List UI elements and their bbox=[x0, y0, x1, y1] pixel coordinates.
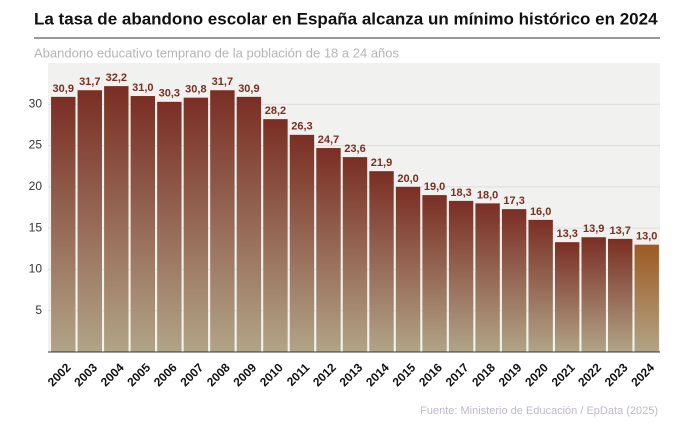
value-label: 31,7 bbox=[212, 76, 233, 88]
bar bbox=[316, 148, 341, 352]
bar bbox=[475, 203, 500, 352]
value-label: 18,3 bbox=[450, 187, 471, 199]
value-label: 26,3 bbox=[291, 121, 312, 133]
x-tick-label: 2024 bbox=[628, 360, 657, 389]
y-tick-label: 5 bbox=[35, 303, 42, 317]
bar bbox=[554, 242, 580, 352]
bar bbox=[289, 134, 315, 352]
value-label: 28,2 bbox=[265, 105, 286, 117]
y-tick-label: 30 bbox=[29, 96, 43, 110]
x-tick-label: 2018 bbox=[469, 360, 498, 389]
x-tick-label: 2003 bbox=[71, 360, 100, 389]
bar bbox=[263, 119, 288, 352]
value-label: 18,0 bbox=[477, 189, 498, 201]
x-tick-label: 2022 bbox=[575, 360, 604, 389]
y-tick-label: 10 bbox=[29, 262, 43, 276]
bar bbox=[395, 186, 421, 352]
x-tick-label: 2004 bbox=[98, 360, 127, 389]
x-tick-label: 2009 bbox=[230, 360, 259, 389]
value-label: 30,3 bbox=[159, 88, 180, 100]
value-label: 31,0 bbox=[132, 82, 153, 94]
x-tick-label: 2011 bbox=[284, 360, 313, 389]
x-tick-label: 2008 bbox=[204, 360, 233, 389]
bar bbox=[183, 97, 209, 353]
value-label: 21,9 bbox=[371, 157, 392, 169]
value-label: 32,2 bbox=[106, 72, 127, 84]
bar bbox=[77, 90, 102, 353]
value-label: 20,0 bbox=[397, 173, 418, 185]
x-tick-label: 2005 bbox=[124, 360, 153, 389]
x-tick-label: 2006 bbox=[151, 360, 180, 389]
x-tick-label: 2002 bbox=[45, 360, 74, 389]
bar bbox=[369, 171, 394, 352]
y-tick-label: 20 bbox=[29, 179, 43, 193]
value-label: 31,7 bbox=[79, 76, 100, 88]
value-label: 30,9 bbox=[53, 83, 74, 95]
x-tick-label: 2020 bbox=[522, 360, 551, 389]
bar bbox=[608, 238, 633, 352]
bar bbox=[581, 237, 606, 352]
bar bbox=[448, 200, 474, 352]
value-label: 13,7 bbox=[610, 225, 631, 237]
value-label: 13,9 bbox=[583, 223, 604, 235]
value-label: 13,3 bbox=[556, 228, 577, 240]
x-tick-label: 2013 bbox=[337, 360, 366, 389]
value-label: 24,7 bbox=[318, 134, 339, 146]
bar bbox=[104, 86, 129, 353]
value-label: 19,0 bbox=[424, 181, 445, 193]
bar bbox=[422, 195, 447, 352]
x-tick-label: 2021 bbox=[549, 360, 578, 389]
bar bbox=[236, 96, 262, 353]
x-tick-label: 2015 bbox=[390, 360, 419, 389]
value-label: 16,0 bbox=[530, 206, 551, 218]
bar bbox=[210, 90, 235, 353]
x-tick-label: 2010 bbox=[257, 360, 286, 389]
bar bbox=[501, 209, 527, 352]
x-tick-label: 2023 bbox=[602, 360, 631, 389]
subtitle: Abandono educativo temprano de la poblac… bbox=[34, 45, 400, 60]
x-tick-label: 2012 bbox=[310, 360, 339, 389]
value-label: 30,8 bbox=[185, 84, 206, 96]
bar bbox=[342, 157, 368, 352]
value-label: 13,0 bbox=[636, 231, 657, 243]
value-label: 17,3 bbox=[503, 195, 524, 207]
value-label: 23,6 bbox=[344, 143, 365, 155]
bar bbox=[157, 101, 182, 353]
y-tick-label: 25 bbox=[29, 138, 43, 152]
chart-title: La tasa de abandono escolar en España al… bbox=[34, 9, 658, 28]
value-label: 30,9 bbox=[238, 83, 259, 95]
x-tick-label: 2017 bbox=[443, 360, 472, 389]
bar bbox=[51, 96, 76, 353]
bar bbox=[130, 96, 156, 353]
x-tick-label: 2016 bbox=[416, 360, 445, 389]
x-tick-label: 2019 bbox=[496, 360, 525, 389]
x-tick-label: 2007 bbox=[177, 360, 206, 389]
source: Fuente: Ministerio de Educación / EpData… bbox=[420, 405, 658, 417]
bar bbox=[634, 244, 659, 352]
y-tick-label: 15 bbox=[29, 220, 43, 234]
bar bbox=[528, 219, 553, 352]
x-tick-label: 2014 bbox=[363, 360, 392, 389]
